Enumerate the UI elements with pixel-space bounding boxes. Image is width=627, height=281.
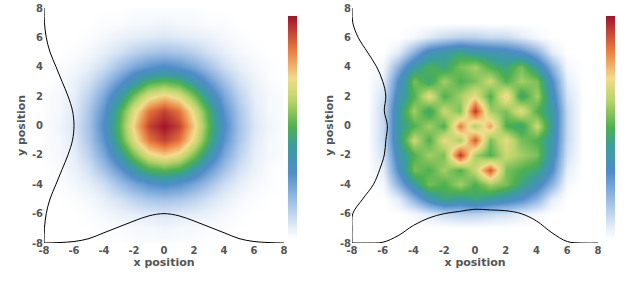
svg-text:6: 6 <box>564 245 571 256</box>
svg-text:x position: x position <box>444 256 505 269</box>
svg-text:-8: -8 <box>38 245 49 256</box>
svg-text:4: 4 <box>533 245 540 256</box>
svg-text:-6: -6 <box>32 208 43 219</box>
svg-text:-2: -2 <box>340 149 351 160</box>
svg-text:2: 2 <box>36 91 43 102</box>
svg-text:-2: -2 <box>439 245 450 256</box>
svg-text:-6: -6 <box>68 245 79 256</box>
svg-text:4: 4 <box>344 61 351 72</box>
svg-text:2: 2 <box>344 91 351 102</box>
svg-text:8: 8 <box>344 3 351 14</box>
svg-text:-2: -2 <box>32 149 43 160</box>
svg-text:6: 6 <box>251 245 258 256</box>
svg-text:-4: -4 <box>408 245 419 256</box>
svg-text:-2: -2 <box>128 245 139 256</box>
svg-text:-4: -4 <box>98 245 109 256</box>
svg-text:2: 2 <box>502 245 509 256</box>
svg-text:2: 2 <box>191 245 198 256</box>
svg-text:0: 0 <box>36 120 43 131</box>
svg-text:0: 0 <box>472 245 479 256</box>
svg-text:8: 8 <box>36 3 43 14</box>
svg-text:8: 8 <box>281 245 288 256</box>
svg-text:-4: -4 <box>32 179 43 190</box>
svg-text:6: 6 <box>344 32 351 43</box>
svg-text:0: 0 <box>161 245 168 256</box>
svg-text:4: 4 <box>221 245 228 256</box>
svg-text:x position: x position <box>133 256 194 269</box>
svg-text:0: 0 <box>344 120 351 131</box>
svg-text:-8: -8 <box>346 245 357 256</box>
svg-text:-6: -6 <box>377 245 388 256</box>
svg-text:-4: -4 <box>340 179 351 190</box>
svg-text:6: 6 <box>36 32 43 43</box>
svg-text:-8: -8 <box>32 238 43 249</box>
svg-text:y position: y position <box>15 95 28 156</box>
svg-text:-8: -8 <box>340 238 351 249</box>
svg-text:y position: y position <box>323 95 336 156</box>
svg-text:8: 8 <box>595 245 602 256</box>
svg-text:4: 4 <box>36 61 43 72</box>
svg-text:-6: -6 <box>340 208 351 219</box>
